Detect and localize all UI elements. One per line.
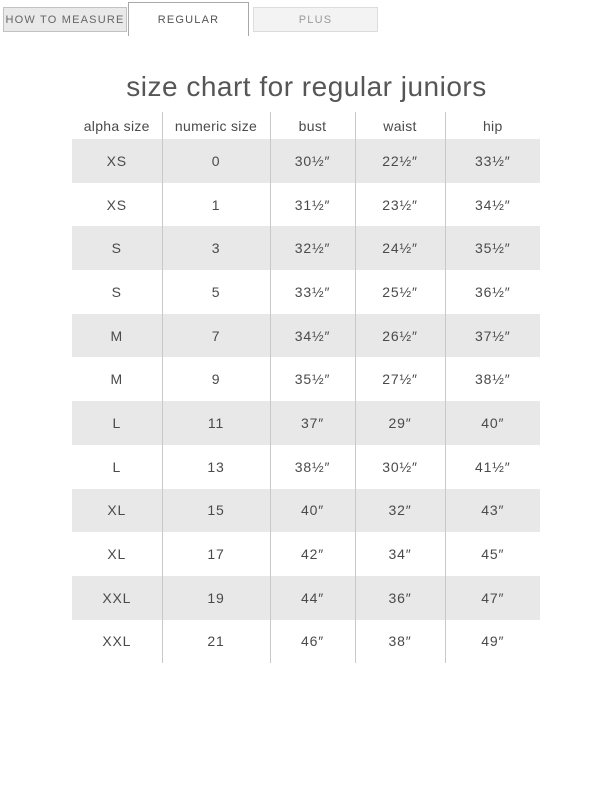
- table-cell: 34½″: [270, 313, 356, 358]
- table-cell: 33½″: [270, 270, 356, 314]
- tab-plus[interactable]: PLUS: [253, 7, 378, 32]
- table-cell: 47″: [481, 589, 505, 606]
- size-chart-table: alpha size numeric size bust waist hip XS 0 30…: [72, 112, 540, 664]
- page-title: size chart for regular juniors: [126, 71, 487, 102]
- table-cell: 13: [162, 444, 271, 489]
- table-cell: 23½″: [355, 182, 446, 227]
- table-cell: 34″: [355, 532, 446, 576]
- table-cell: 11: [162, 401, 271, 445]
- table-cell: 1: [162, 182, 271, 227]
- table-cell: 21: [162, 619, 271, 664]
- table-row: L 11 37″ 29″ 40″: [72, 401, 540, 445]
- table-cell: 30½″: [355, 444, 446, 489]
- table-cell: 22½″: [355, 139, 446, 183]
- tab-bar: HOW TO MEASURE REGULAR PLUS: [0, 0, 613, 40]
- table-cell: 0: [162, 139, 271, 183]
- table-cell: XL: [72, 532, 163, 576]
- table-cell: 34½″: [475, 196, 511, 213]
- table-cell: 44″: [270, 575, 356, 620]
- table-cell: 5: [162, 270, 271, 314]
- table-cell: 41½″: [475, 458, 511, 475]
- table-cell: 17: [162, 532, 271, 576]
- table-cell: 27½″: [355, 357, 446, 402]
- table-cell: 26½″: [355, 313, 446, 358]
- column-header: bust: [270, 112, 356, 139]
- column-header: hip: [482, 117, 503, 134]
- table-cell: 33½″: [475, 152, 511, 169]
- table-cell: 38″: [355, 619, 446, 664]
- table-cell: 31½″: [270, 182, 356, 227]
- table-cell: 3: [162, 226, 271, 271]
- table-cell: 45″: [481, 546, 505, 563]
- table-cell: 7: [162, 313, 271, 358]
- table-cell: XXL: [72, 575, 163, 620]
- table-cell: 15: [162, 488, 271, 533]
- table-cell: 29″: [355, 401, 446, 445]
- table-cell: 9: [162, 357, 271, 402]
- table-cell: 36″: [355, 575, 446, 620]
- table-cell: 25½″: [355, 270, 446, 314]
- table-cell: 40″: [481, 414, 505, 431]
- table-row: XS 1 31½″ 23½″ 34½″: [72, 182, 540, 227]
- table-cell: XL: [72, 488, 163, 533]
- table-cell: 38½″: [475, 371, 511, 388]
- table-cell: 35½″: [270, 357, 356, 402]
- table-row: S 3 32½″ 24½″ 35½″: [72, 226, 540, 271]
- table-row: XL 17 42″ 34″ 45″: [72, 532, 540, 576]
- table-cell: 24½″: [355, 226, 446, 271]
- table-cell: M: [72, 357, 163, 402]
- table-cell: S: [72, 226, 163, 271]
- column-header: numeric size: [162, 112, 271, 139]
- table-cell: S: [72, 270, 163, 314]
- table-header: alpha size numeric size bust waist hip: [72, 112, 540, 139]
- table-cell: 49″: [481, 633, 505, 650]
- table-row: XXL 19 44″ 36″ 47″: [72, 575, 540, 620]
- table-cell: XXL: [72, 619, 163, 664]
- table-row: S 5 33½″ 25½″ 36½″: [72, 270, 540, 314]
- table-cell: 37″: [270, 401, 356, 445]
- table-row: M 9 35½″ 27½″ 38½″: [72, 357, 540, 402]
- table-cell: XS: [72, 182, 163, 227]
- table-cell: XS: [72, 139, 163, 183]
- table-cell: 32″: [355, 488, 446, 533]
- table-body: XS 0 30½″ 22½″ 33½″ XS 1 31½″ 23½″ 34½″ S 3 32½″ 24½″…: [72, 139, 540, 664]
- table-header-row: alpha size numeric size bust waist hip: [72, 112, 540, 139]
- table-cell: 36½″: [475, 283, 511, 300]
- table-cell: M: [72, 313, 163, 358]
- table-cell: 42″: [270, 532, 356, 576]
- table-cell: L: [72, 401, 163, 445]
- column-header: alpha size: [72, 112, 163, 139]
- tab-how-to-measure[interactable]: HOW TO MEASURE: [3, 7, 127, 32]
- table-cell: 32½″: [270, 226, 356, 271]
- table-cell: 40″: [270, 488, 356, 533]
- table-cell: 37½″: [475, 327, 511, 344]
- table-cell: 19: [162, 575, 271, 620]
- table-row: M 7 34½″ 26½″ 37½″: [72, 313, 540, 358]
- table-cell: 46″: [270, 619, 356, 664]
- table-row: XL 15 40″ 32″ 43″: [72, 488, 540, 533]
- column-header: waist: [355, 112, 446, 139]
- table-row: XS 0 30½″ 22½″ 33½″: [72, 139, 540, 183]
- table-cell: 43″: [481, 502, 505, 519]
- table-cell: 30½″: [270, 139, 356, 183]
- table-row: L 13 38½″ 30½″ 41½″: [72, 444, 540, 489]
- table-row: XXL 21 46″ 38″ 49″: [72, 619, 540, 664]
- table-cell: 35½″: [475, 240, 511, 257]
- table-cell: L: [72, 444, 163, 489]
- table-cell: 38½″: [270, 444, 356, 489]
- tab-regular[interactable]: REGULAR: [128, 2, 249, 36]
